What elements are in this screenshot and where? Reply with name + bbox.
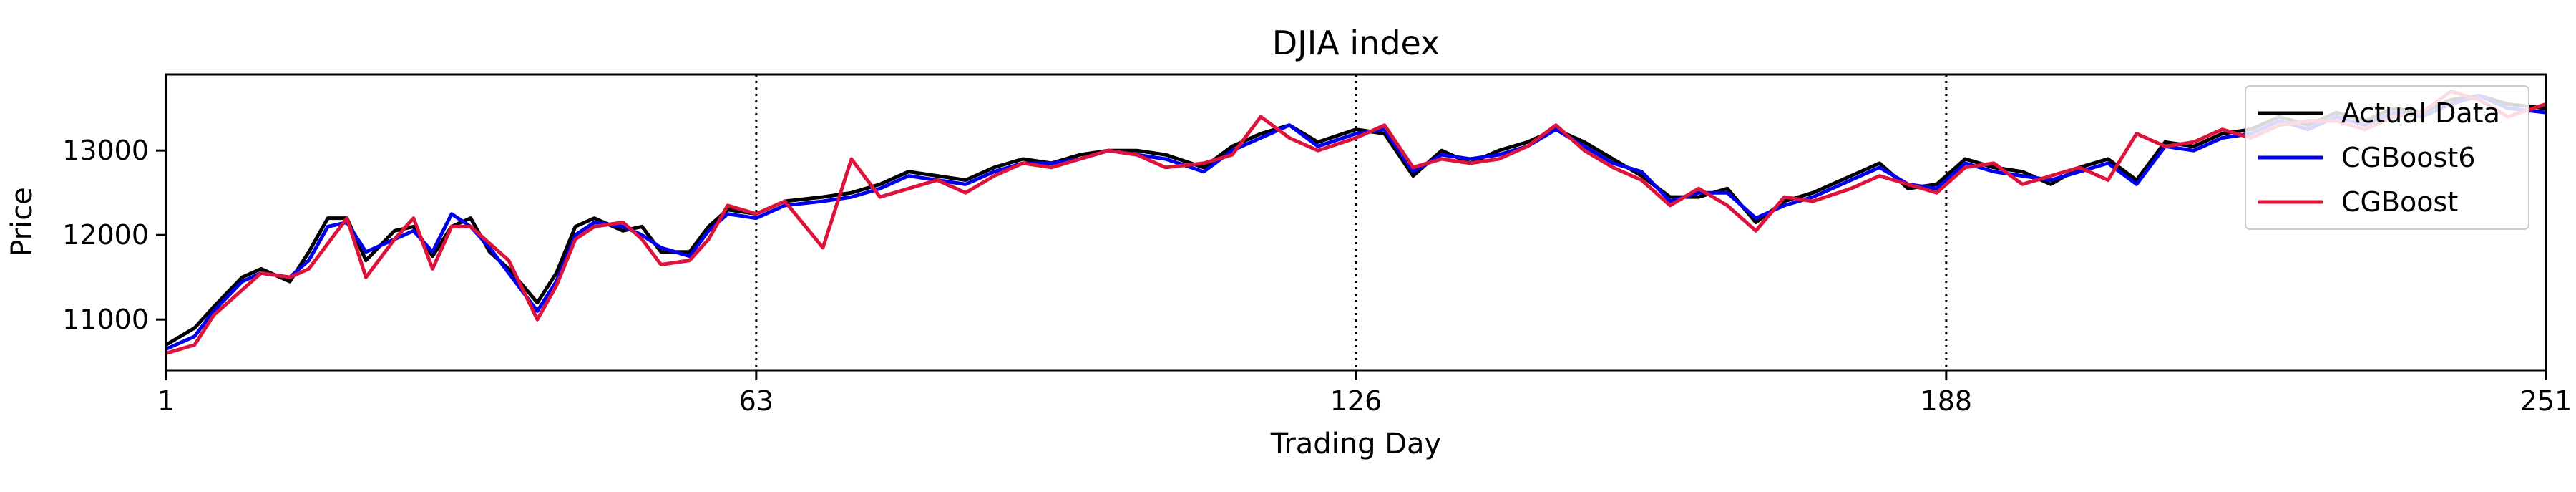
series-lines (165, 90, 2547, 355)
vertical-reference-lines (755, 74, 1948, 370)
series-line-cgboost (165, 90, 2547, 355)
legend-label-actual-data: Actual Data (2341, 97, 2500, 129)
x-tick-label-188: 188 (1921, 385, 1973, 417)
y-axis: 11000 12000 13000 (62, 135, 166, 335)
y-tick-label-11000: 11000 (62, 304, 149, 335)
x-tick-label-126: 126 (1330, 385, 1382, 417)
y-tick-label-13000: 13000 (62, 135, 149, 166)
legend-label-cgboost6: CGBoost6 (2341, 142, 2475, 173)
x-tick-label-251: 251 (2520, 385, 2572, 417)
chart-title: DJIA index (1272, 24, 1440, 62)
x-axis: 1 63 126 188 251 (157, 370, 2572, 417)
legend-box (2245, 85, 2529, 230)
series-line-cgboost6 (165, 94, 2547, 351)
y-axis-label: Price (6, 187, 39, 257)
x-tick-label-63: 63 (739, 385, 774, 417)
y-tick-label-12000: 12000 (62, 219, 149, 251)
x-tick-label-1: 1 (157, 385, 175, 417)
legend: Actual Data CGBoost6 CGBoost (2245, 85, 2529, 230)
x-axis-label: Trading Day (1270, 428, 1441, 460)
legend-label-cgboost: CGBoost (2341, 186, 2458, 218)
